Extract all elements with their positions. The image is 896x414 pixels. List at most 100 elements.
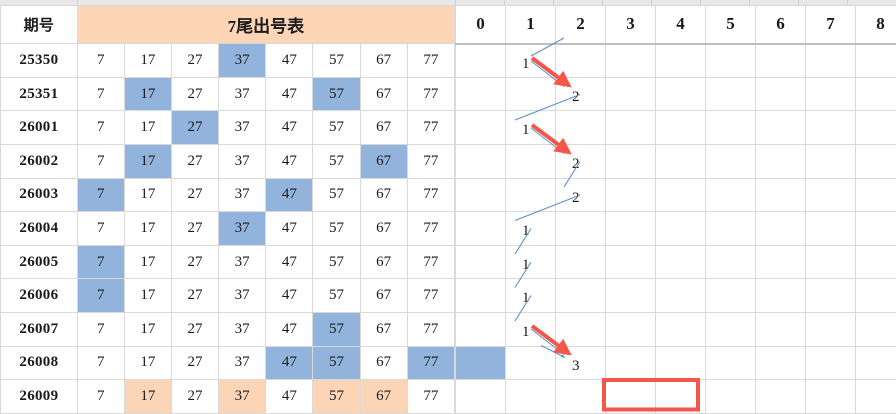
count-cell[interactable] (555, 43, 606, 78)
tail-number-cell[interactable]: 7 (76, 211, 125, 246)
tail-number-cell[interactable]: 37 (218, 143, 267, 179)
tail-number-cell[interactable]: 27 (170, 143, 220, 179)
tail-number-cell[interactable]: 57 (312, 278, 361, 313)
tail-number-cell[interactable]: 67 (359, 244, 408, 280)
tail-number-cell[interactable]: 47 (265, 143, 314, 179)
table-row[interactable]: 25350 7 17 27 37 47 57 67 77 (0, 43, 456, 78)
tail-number-cell[interactable]: 37 (218, 177, 267, 213)
count-cell[interactable] (855, 379, 896, 414)
count-cell[interactable] (855, 143, 896, 179)
tail-number-cell[interactable]: 57 (312, 312, 361, 347)
count-cell[interactable] (605, 312, 656, 347)
tail-number-cell[interactable]: 67 (359, 211, 408, 246)
count-cell[interactable] (455, 244, 506, 280)
tail-number-cell[interactable]: 67 (359, 43, 408, 78)
count-cell[interactable] (655, 244, 706, 280)
count-cell[interactable] (805, 345, 856, 381)
tail-number-cell[interactable]: 17 (123, 244, 172, 280)
count-cell[interactable] (655, 143, 706, 179)
tail-number-cell[interactable]: 17 (123, 379, 172, 414)
count-cell[interactable] (855, 177, 896, 213)
count-cell[interactable] (755, 278, 806, 313)
count-cell[interactable] (855, 211, 896, 246)
tail-number-cell[interactable]: 37 (218, 312, 267, 347)
count-cell[interactable] (705, 211, 756, 246)
count-cell[interactable] (455, 345, 506, 381)
count-cell[interactable] (505, 379, 556, 414)
count-cell[interactable] (855, 76, 896, 112)
tail-number-cell[interactable]: 57 (312, 43, 361, 78)
count-cell[interactable] (705, 110, 756, 145)
count-cell[interactable] (755, 177, 806, 213)
tail-number-cell[interactable]: 57 (312, 76, 361, 112)
tail-number-cell[interactable]: 47 (265, 345, 314, 381)
table-row[interactable]: 26009 7 17 27 37 47 57 67 77 (0, 379, 456, 414)
tail-number-cell[interactable]: 17 (123, 345, 172, 381)
count-cell[interactable] (605, 278, 656, 313)
tail-number-cell[interactable]: 7 (76, 76, 125, 112)
tail-number-cell[interactable]: 17 (123, 43, 172, 78)
count-cell[interactable] (805, 177, 856, 213)
count-cell[interactable] (605, 76, 656, 112)
count-cell[interactable] (505, 345, 556, 381)
count-cell[interactable] (605, 177, 656, 213)
count-cell[interactable] (655, 312, 706, 347)
tail-number-cell[interactable]: 77 (406, 143, 456, 179)
tail-number-cell[interactable]: 7 (76, 43, 125, 78)
count-cell[interactable] (555, 312, 606, 347)
count-cell[interactable] (805, 143, 856, 179)
count-cell[interactable] (605, 379, 656, 414)
count-cell[interactable] (805, 76, 856, 112)
count-cell[interactable] (655, 110, 706, 145)
tail-number-cell[interactable]: 37 (218, 345, 267, 381)
count-cell[interactable] (805, 211, 856, 246)
tail-number-cell[interactable]: 37 (218, 110, 267, 145)
tail-number-cell[interactable]: 67 (359, 345, 408, 381)
count-cell[interactable] (805, 312, 856, 347)
count-cell[interactable] (755, 244, 806, 280)
count-cell[interactable] (705, 177, 756, 213)
count-cell[interactable] (455, 143, 506, 179)
count-cell[interactable] (655, 211, 706, 246)
count-cell[interactable] (855, 43, 896, 78)
count-cell[interactable]: 3 (555, 345, 606, 381)
tail-number-cell[interactable]: 67 (359, 379, 408, 414)
count-cell[interactable]: 2 (555, 76, 606, 112)
tail-number-cell[interactable]: 17 (123, 76, 172, 112)
count-cell[interactable]: 2 (555, 177, 606, 213)
count-cell[interactable] (555, 211, 606, 246)
count-cell[interactable] (755, 76, 806, 112)
tail-number-cell[interactable]: 47 (265, 43, 314, 78)
tail-number-cell[interactable]: 27 (170, 211, 220, 246)
count-cell[interactable]: 1 (505, 43, 556, 78)
count-cell[interactable] (705, 244, 756, 280)
count-cell[interactable] (755, 43, 806, 78)
tail-number-cell[interactable]: 7 (76, 177, 125, 213)
tail-number-cell[interactable]: 77 (406, 211, 456, 246)
tail-number-cell[interactable]: 27 (170, 312, 220, 347)
count-cell[interactable] (755, 110, 806, 145)
count-cell[interactable] (755, 379, 806, 414)
count-cell[interactable] (805, 278, 856, 313)
count-cell[interactable] (705, 278, 756, 313)
count-cell[interactable] (705, 312, 756, 347)
tail-number-cell[interactable]: 77 (406, 345, 456, 381)
count-cell[interactable] (455, 110, 506, 145)
tail-number-cell[interactable]: 47 (265, 76, 314, 112)
count-cell[interactable] (855, 278, 896, 313)
tail-number-cell[interactable]: 7 (76, 312, 125, 347)
tail-number-cell[interactable]: 17 (123, 211, 172, 246)
tail-number-cell[interactable]: 7 (76, 379, 125, 414)
tail-number-cell[interactable]: 27 (170, 379, 220, 414)
count-cell[interactable] (655, 177, 706, 213)
count-cell[interactable] (605, 143, 656, 179)
count-cell[interactable] (705, 379, 756, 414)
tail-number-cell[interactable]: 77 (406, 76, 456, 112)
tail-number-cell[interactable]: 67 (359, 76, 408, 112)
count-cell[interactable] (555, 244, 606, 280)
tail-number-cell[interactable]: 67 (359, 110, 408, 145)
count-cell[interactable] (855, 110, 896, 145)
count-cell[interactable] (605, 211, 656, 246)
count-cell[interactable] (455, 278, 506, 313)
tail-number-cell[interactable]: 67 (359, 177, 408, 213)
